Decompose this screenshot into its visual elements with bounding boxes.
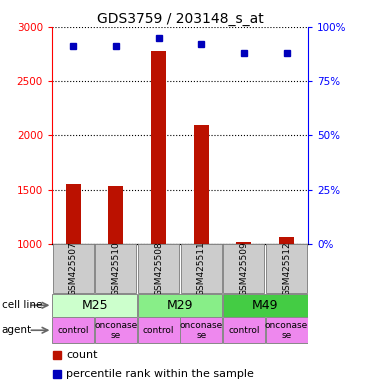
Bar bbox=[66, 184, 81, 244]
Text: M49: M49 bbox=[252, 299, 279, 312]
Bar bbox=[223, 244, 265, 293]
Bar bbox=[108, 186, 124, 244]
Text: GSM425511: GSM425511 bbox=[197, 242, 206, 296]
Text: count: count bbox=[66, 350, 98, 360]
Text: GSM425507: GSM425507 bbox=[69, 242, 78, 296]
Text: GSM425509: GSM425509 bbox=[239, 242, 249, 296]
Text: GSM425512: GSM425512 bbox=[282, 242, 291, 296]
Bar bbox=[236, 242, 252, 244]
Bar bbox=[279, 237, 294, 244]
Text: onconase
se: onconase se bbox=[265, 321, 308, 340]
Bar bbox=[138, 294, 222, 316]
Text: M29: M29 bbox=[167, 299, 193, 312]
Bar bbox=[223, 317, 265, 343]
Text: GSM425510: GSM425510 bbox=[111, 242, 121, 296]
Bar bbox=[52, 317, 94, 343]
Bar bbox=[95, 317, 137, 343]
Bar bbox=[266, 317, 308, 343]
Text: control: control bbox=[228, 326, 260, 335]
Text: onconase
se: onconase se bbox=[94, 321, 138, 340]
Text: agent: agent bbox=[2, 325, 32, 335]
Text: M25: M25 bbox=[81, 299, 108, 312]
Bar bbox=[151, 51, 166, 244]
Bar bbox=[138, 244, 179, 293]
Bar bbox=[53, 244, 94, 293]
Text: control: control bbox=[143, 326, 174, 335]
Text: cell line: cell line bbox=[2, 300, 42, 310]
Bar bbox=[180, 317, 222, 343]
Title: GDS3759 / 203148_s_at: GDS3759 / 203148_s_at bbox=[96, 12, 263, 26]
Text: GSM425508: GSM425508 bbox=[154, 242, 163, 296]
Bar bbox=[223, 294, 308, 316]
Text: control: control bbox=[58, 326, 89, 335]
Bar bbox=[138, 317, 180, 343]
Bar bbox=[95, 244, 137, 293]
Bar bbox=[181, 244, 222, 293]
Bar bbox=[194, 124, 209, 244]
Bar bbox=[52, 294, 137, 316]
Text: percentile rank within the sample: percentile rank within the sample bbox=[66, 369, 254, 379]
Bar bbox=[266, 244, 307, 293]
Text: onconase
se: onconase se bbox=[180, 321, 223, 340]
